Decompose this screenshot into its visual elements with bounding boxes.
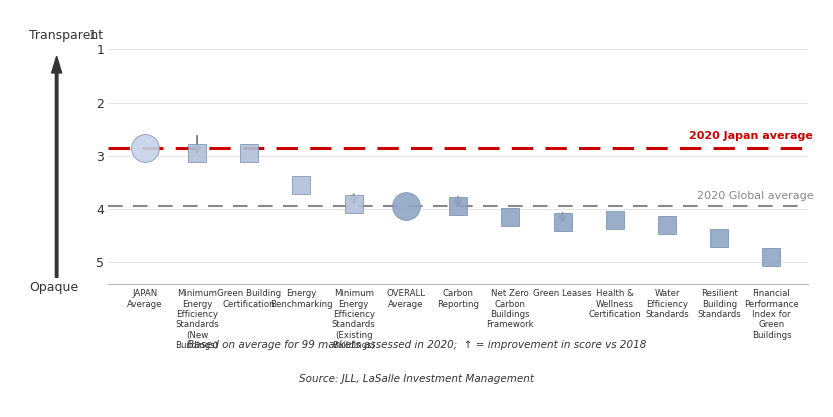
Text: 1: 1 <box>89 29 97 42</box>
Text: Opaque: Opaque <box>29 281 78 294</box>
Text: 2020 Global average: 2020 Global average <box>696 191 813 201</box>
Text: Source: JLL, LaSalle Investment Management: Source: JLL, LaSalle Investment Manageme… <box>299 374 534 384</box>
Text: Transparent: Transparent <box>29 29 103 42</box>
Text: 2020 Japan average: 2020 Japan average <box>690 131 813 141</box>
Text: Based on average for 99 markets assessed in 2020;  ↑ = improvement in score vs 2: Based on average for 99 markets assessed… <box>187 340 646 350</box>
